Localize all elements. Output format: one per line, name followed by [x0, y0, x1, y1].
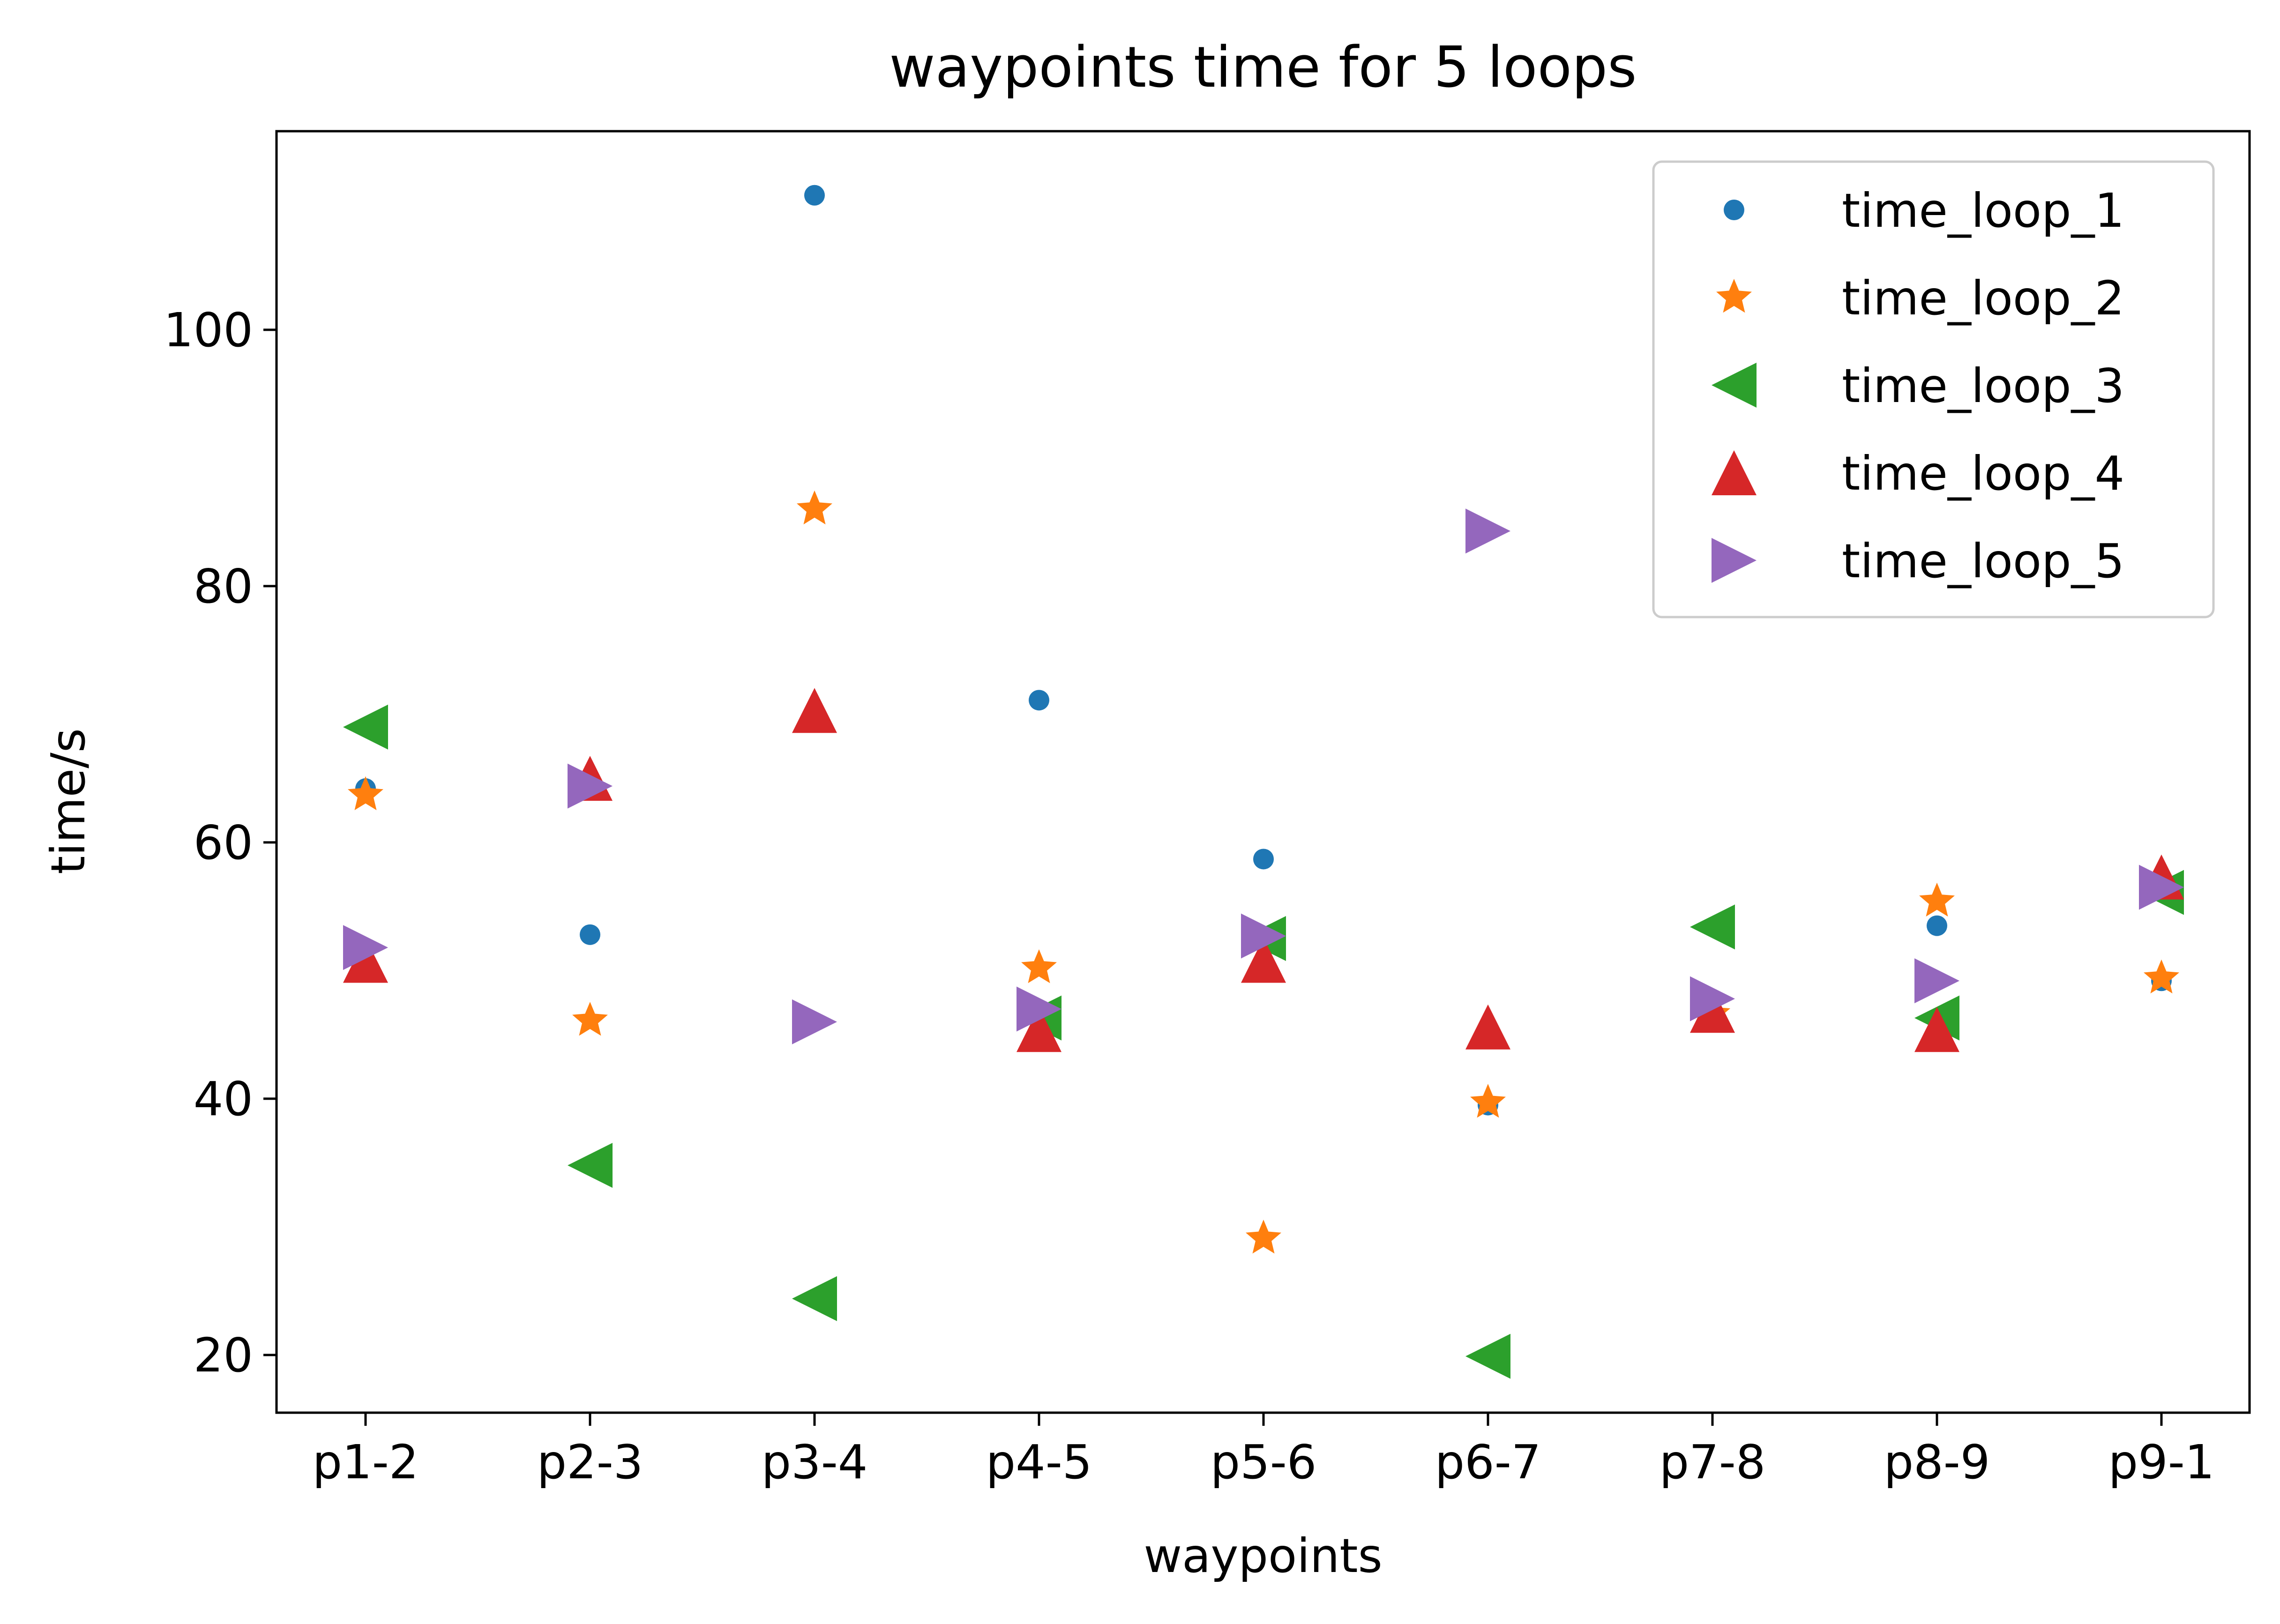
legend-marker-time_loop_4 [1712, 450, 1757, 495]
data-point-time_loop_5 [1914, 958, 1959, 1004]
x-axis-label: waypoints [1144, 1528, 1382, 1583]
legend-marker-time_loop_1 [1724, 200, 1744, 220]
data-point-time_loop_3 [1465, 1333, 1510, 1379]
y-tick-label: 60 [194, 815, 253, 870]
legend-label: time_loop_5 [1842, 534, 2124, 589]
data-point-time_loop_2 [348, 776, 383, 811]
data-point-time_loop_4 [343, 938, 388, 983]
x-tick-label: p5-6 [1211, 1435, 1317, 1490]
legend-box [1652, 160, 2215, 618]
data-point-time_loop_2 [1919, 882, 1955, 917]
data-point-time_loop_1 [1927, 915, 1947, 936]
y-axis-label: time/s [41, 728, 96, 874]
data-point-time_loop_2 [2144, 959, 2179, 994]
data-point-time_loop_5 [1465, 508, 1510, 554]
y-tick-label: 80 [194, 559, 253, 614]
data-point-time_loop_3 [343, 704, 388, 750]
x-tick-label: p1-2 [313, 1435, 419, 1490]
x-tick-label: p6-7 [1435, 1435, 1541, 1490]
data-point-time_loop_3 [1690, 904, 1735, 950]
data-point-time_loop_3 [792, 1276, 837, 1321]
legend-label: time_loop_2 [1842, 271, 2124, 326]
legend-label: time_loop_1 [1842, 183, 2124, 238]
data-point-time_loop_2 [1246, 1220, 1281, 1254]
x-tick-label: p3-4 [762, 1435, 868, 1490]
x-tick-label: p2-3 [537, 1435, 643, 1490]
data-point-time_loop_4 [1465, 1004, 1510, 1050]
data-point-time_loop_1 [1253, 849, 1274, 870]
data-point-time_loop_2 [797, 490, 832, 525]
legend: time_loop_1 time_loop_2 time_loop_3 time_lo… [1652, 160, 2215, 618]
legend-label: time_loop_3 [1842, 358, 2124, 413]
legend-marker-time_loop_3 [1712, 363, 1757, 408]
legend-marker-time_loop_5 [1712, 538, 1757, 583]
data-point-time_loop_5 [2139, 864, 2184, 910]
data-point-time_loop_4 [1914, 1007, 1959, 1052]
legend-marker-time_loop_2 [1716, 279, 1752, 313]
data-point-time_loop_2 [1470, 1084, 1506, 1118]
data-point-time_loop_2 [572, 1002, 608, 1036]
data-point-time_loop_4 [792, 688, 837, 733]
y-tick-label: 100 [164, 303, 253, 358]
x-tick-label: p7-8 [1660, 1435, 1766, 1490]
legend-label: time_loop_4 [1842, 446, 2124, 501]
y-tick-label: 40 [194, 1072, 253, 1126]
x-tick-label: p8-9 [1884, 1435, 1990, 1490]
data-point-time_loop_5 [1690, 976, 1735, 1021]
data-point-time_loop_5 [1017, 986, 1062, 1032]
plot-area: 20 40 60 80 100 p1-2 p2-3 p3-4 p4-5 p5-6 p6-7 p7-8 p… [164, 130, 2251, 1490]
data-point-time_loop_5 [1241, 913, 1286, 959]
x-tick-label: p4-5 [986, 1435, 1092, 1490]
data-point-time_loop_5 [343, 925, 388, 970]
data-point-time_loop_5 [792, 999, 837, 1044]
x-tick-label: p9-1 [2108, 1435, 2215, 1490]
data-point-time_loop_1 [1029, 690, 1049, 711]
data-point-time_loop_4 [1241, 938, 1286, 983]
data-point-time_loop_3 [568, 1143, 613, 1188]
data-point-time_loop_2 [1021, 949, 1057, 983]
data-point-time_loop_1 [580, 924, 600, 945]
data-point-time_loop_4 [1690, 988, 1735, 1033]
data-point-time_loop_4 [1017, 1007, 1062, 1052]
y-tick-label: 20 [194, 1328, 253, 1383]
data-point-time_loop_1 [804, 185, 825, 206]
chart-title: waypoints time for 5 loops [889, 35, 1637, 100]
data-point-time_loop_5 [568, 763, 613, 809]
